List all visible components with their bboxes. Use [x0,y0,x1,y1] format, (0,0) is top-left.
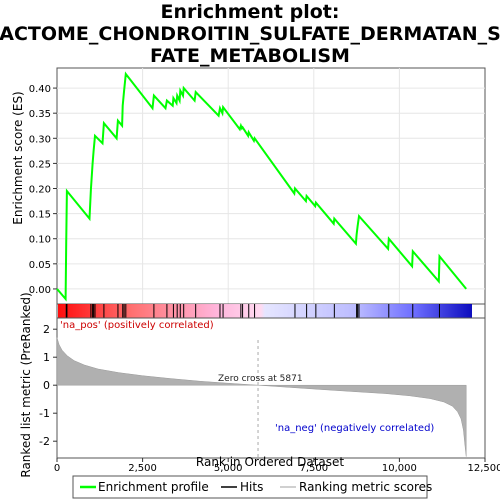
es-y-tick-label: 0.25 [29,159,51,170]
x-axis-label: Rank in Ordered Dataset [196,455,344,469]
es-panel-frame [56,67,486,305]
metric-y-tick-label: -1 [39,407,50,420]
rank-color-bar [58,304,472,318]
es-y-tick-label: 0.05 [29,260,51,271]
x-axis: 0 2,500 5,000 7,500 10,000 12,500 [54,458,500,474]
metric-panel: -2 -1 0 1 2 0 2,500 5,000 7,500 10,000 12,500 'na… [19,292,500,477]
legend-metric-label: Ranking metric scores [299,480,432,494]
ranking-metric-area [56,337,467,457]
plot-title: Enrichment plot: REACTOME_CHONDROITIN_SU… [0,1,500,67]
metric-y-tick-label: 2 [43,323,50,336]
hit-marks-overlay [65,304,440,318]
x-tick-label: 12,500 [468,463,500,474]
es-y-tick-label: 0.15 [29,210,51,221]
title-line-2: REACTOME_CHONDROITIN_SULFATE_DERMATAN_SU… [0,23,500,45]
es-panel: 0.00 0.05 0.10 0.15 0.20 0.25 0.30 0.35 0.40 Enr… [11,67,486,305]
es-y-tick-label: 0.30 [29,134,51,145]
metric-y-tick-label: -2 [39,435,50,448]
zero-cross-label: Zero cross at 5871 [218,374,303,384]
pos-correlated-label: 'na_pos' (positively correlated) [60,320,214,331]
x-tick-label: 10,000 [382,463,417,474]
title-line-1: Enrichment plot: [161,1,340,23]
es-y-tick-label: 0.35 [29,109,51,120]
x-tick-label: 0 [54,463,60,474]
enrichment-profile-line [56,71,467,302]
es-y-tick-label: 0.10 [29,235,51,246]
legend: Enrichment profile Hits Ranking metric s… [72,475,432,499]
es-grid [57,68,485,304]
metric-y-tick-label: 0 [43,379,50,392]
metric-y-tick-label: 1 [43,351,50,364]
legend-enrichment-label: Enrichment profile [98,480,209,494]
es-y-axis-label: Enrichment score (ES) [11,91,25,224]
x-tick-label: 7,500 [299,463,328,474]
x-tick-label: 5,000 [214,463,243,474]
x-tick-label: 2,500 [128,463,157,474]
legend-box [72,475,428,499]
es-y-tick-label: 0.20 [29,185,51,196]
metric-y-axis-label: Ranked list metric (PreRanked) [19,292,33,477]
title-line-3: FATE_METABOLISM [150,45,350,67]
legend-hits-label: Hits [240,480,263,494]
es-y-tick-label: 0.00 [29,285,51,296]
es-y-axis: 0.00 0.05 0.10 0.15 0.20 0.25 0.30 0.35 0.40 [29,84,57,296]
es-y-tick-label: 0.40 [29,84,51,95]
metric-y-axis: -2 -1 0 1 2 [39,323,57,448]
neg-correlated-label: 'na_neg' (negatively correlated) [275,423,434,434]
